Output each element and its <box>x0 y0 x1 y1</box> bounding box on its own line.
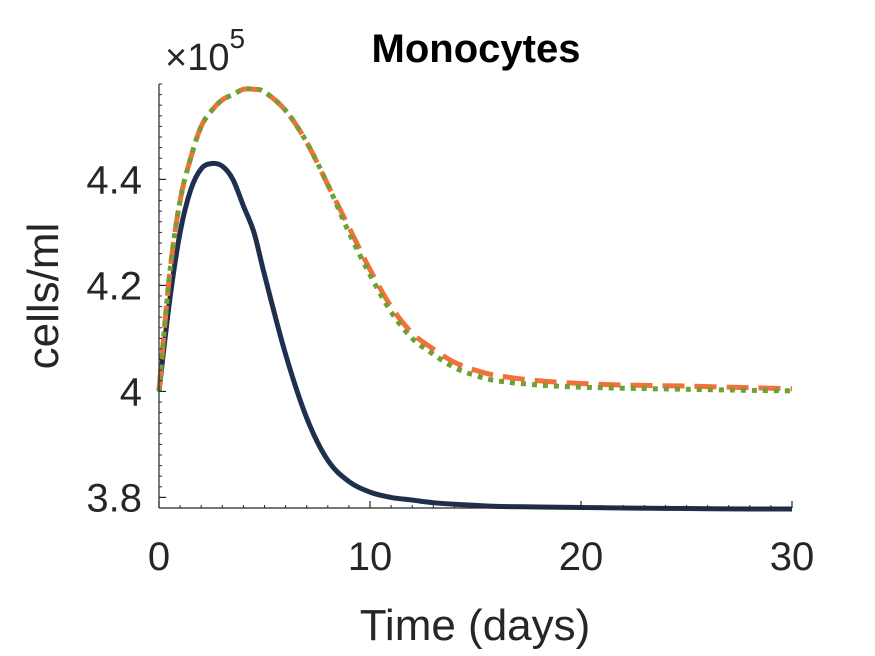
tick-labels: 0 10 20 30 3.8 4 4.2 4.4 <box>86 158 814 579</box>
x-axis-label: Time (days) <box>360 601 591 650</box>
x-tick-label: 30 <box>770 535 815 579</box>
y-tick-label: 4.2 <box>86 264 142 308</box>
y-multiplier: ×105 <box>165 23 245 79</box>
y-tick-label: 3.8 <box>86 476 142 520</box>
y-tick-label: 4 <box>120 370 142 414</box>
y-multiplier-base: ×10 <box>165 37 229 79</box>
plot-area <box>156 86 793 512</box>
chart-title: Monocytes <box>372 27 581 71</box>
x-tick-label: 10 <box>348 535 393 579</box>
y-axis-label: cells/ml <box>19 223 68 370</box>
axes <box>158 83 793 509</box>
y-tick-label: 4.4 <box>86 158 142 202</box>
x-tick-label: 20 <box>559 535 604 579</box>
x-tick-label: 0 <box>148 535 170 579</box>
series-line-2 <box>156 86 793 392</box>
y-multiplier-exponent: 5 <box>229 23 245 54</box>
series-line-1 <box>156 160 793 512</box>
series-line-3 <box>156 86 793 394</box>
